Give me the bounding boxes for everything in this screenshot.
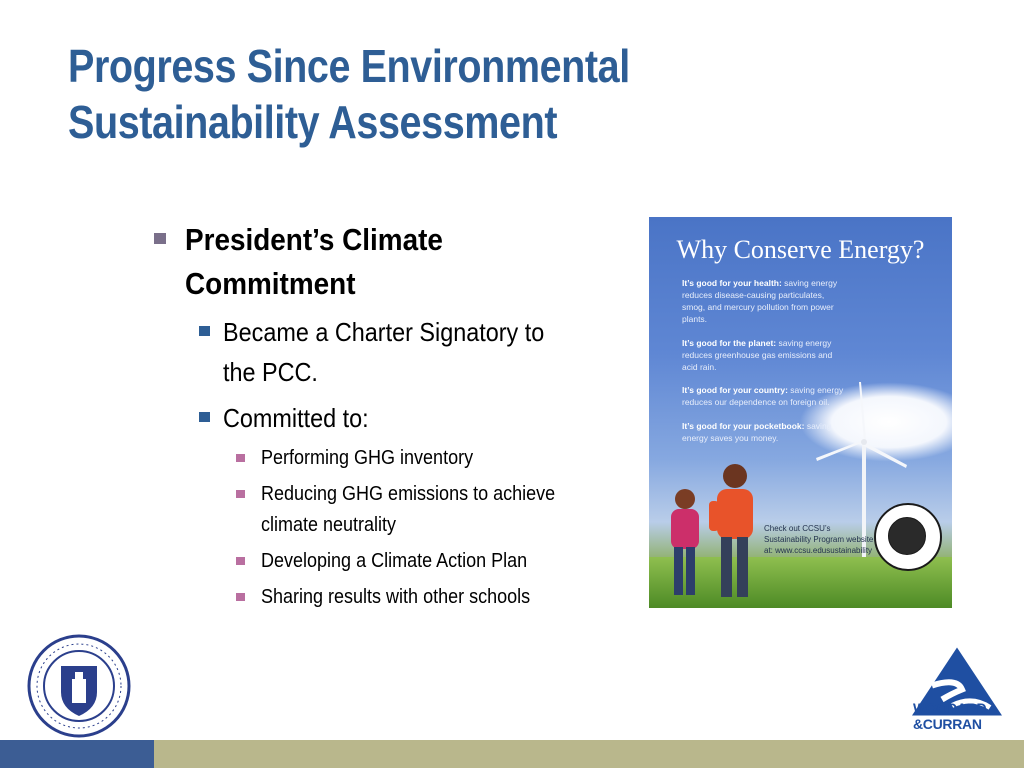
bullet-text: Sharing results with other schools bbox=[261, 586, 531, 608]
square-bullet-icon bbox=[236, 454, 245, 462]
ccsu-seal-logo bbox=[27, 634, 131, 738]
square-bullet-icon bbox=[199, 412, 210, 422]
square-bullet-icon bbox=[199, 326, 210, 336]
poster-paragraph-body: saving energy saves you money. bbox=[682, 421, 832, 443]
bullet-level3: Performing GHG inventory bbox=[235, 443, 620, 474]
logo-line-1: WOODARD bbox=[913, 700, 987, 716]
woodard-curran-logo-text: WOODARD &CURRAN bbox=[913, 700, 1005, 732]
square-bullet-icon bbox=[154, 233, 166, 244]
slide-title-line-1: Progress Since Environmental bbox=[68, 40, 630, 92]
child-orange-image bbox=[709, 464, 753, 597]
bullet-text: Became a Charter Signatory to the PCC. bbox=[223, 317, 545, 387]
square-bullet-icon bbox=[236, 490, 245, 498]
slide-title: Progress Since Environmental Sustainabil… bbox=[68, 38, 722, 150]
bullet-level3: Sharing results with other schools bbox=[235, 582, 620, 613]
bullet-list: President’s Climate Commitment Became a … bbox=[150, 218, 620, 613]
bullet-text: Developing a Climate Action Plan bbox=[261, 550, 528, 572]
poster-website-note: Check out CCSU’s Sustainability Program … bbox=[764, 524, 874, 555]
footer-accent-line bbox=[154, 738, 230, 740]
logo-line-2: &CURRAN bbox=[913, 716, 982, 732]
poster-paragraph-lead: It’s good for your country: bbox=[682, 385, 788, 395]
square-bullet-icon bbox=[236, 593, 245, 601]
bullet-text: Committed to: bbox=[223, 403, 369, 433]
bullet-text: Performing GHG inventory bbox=[261, 447, 474, 469]
bullet-text: President’s Climate Commitment bbox=[185, 222, 443, 301]
poster-seal-icon bbox=[874, 503, 942, 571]
seal-center bbox=[888, 517, 926, 555]
bullet-level3: Reducing GHG emissions to achieve climat… bbox=[235, 479, 620, 541]
slide-title-line-2: Sustainability Assessment bbox=[68, 96, 558, 148]
bullet-level2: Committed to: bbox=[198, 398, 620, 438]
woodard-curran-mountain-icon bbox=[912, 647, 1002, 716]
child-pink-image bbox=[671, 489, 699, 595]
poster-paragraph-lead: It’s good for the planet: bbox=[682, 338, 777, 348]
poster-paragraph: It’s good for the planet: saving energy … bbox=[682, 337, 847, 373]
conserve-energy-poster: Why Conserve Energy? It’s good for your … bbox=[649, 217, 952, 608]
poster-paragraph-body: saving energy reduces our dependence on … bbox=[682, 385, 844, 407]
poster-paragraph-lead: It’s good for your pocketbook: bbox=[682, 421, 805, 431]
bullet-level2: Became a Charter Signatory to the PCC. bbox=[198, 312, 620, 392]
poster-paragraph: It’s good for your pocketbook: saving en… bbox=[682, 420, 847, 444]
poster-paragraph: It’s good for your country: saving energ… bbox=[682, 384, 847, 408]
footer-bar-right bbox=[154, 740, 1024, 768]
footer-bar-left bbox=[0, 740, 154, 768]
poster-paragraph-lead: It’s good for your health: bbox=[682, 278, 782, 288]
square-bullet-icon bbox=[236, 557, 245, 565]
wind-turbine-icon bbox=[816, 382, 907, 577]
bullet-text: Reducing GHG emissions to achieve climat… bbox=[261, 483, 556, 536]
poster-paragraph-body: saving energy reduces disease-causing pa… bbox=[682, 278, 838, 324]
bullet-level3: Developing a Climate Action Plan bbox=[235, 546, 620, 577]
poster-paragraph: It’s good for your health: saving energy… bbox=[682, 277, 847, 325]
poster-title: Why Conserve Energy? bbox=[676, 235, 925, 264]
bullet-level1: President’s Climate Commitment bbox=[150, 218, 620, 306]
poster-paragraph-body: saving energy reduces greenhouse gas emi… bbox=[682, 338, 833, 372]
